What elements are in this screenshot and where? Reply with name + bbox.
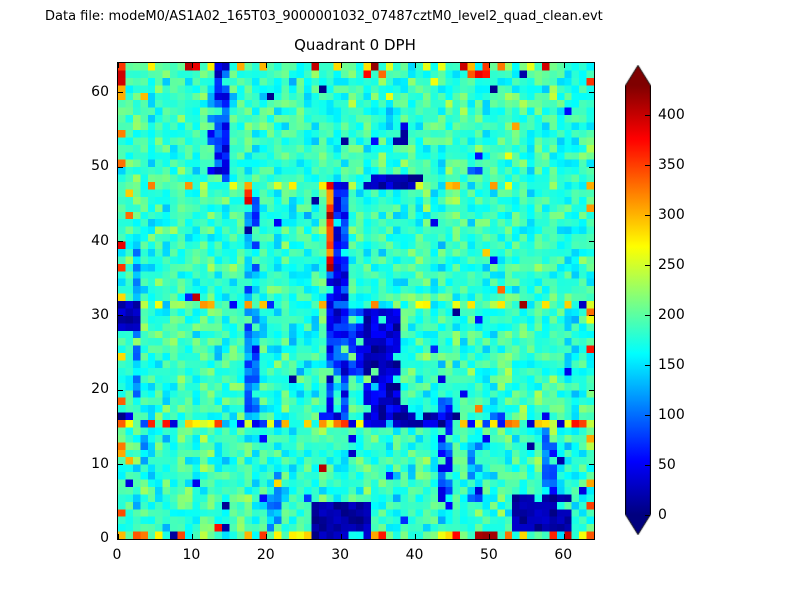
- x-tick: [489, 63, 491, 68]
- y-tick: [589, 166, 594, 168]
- y-tick-label: 10: [91, 455, 109, 472]
- colorbar-tick-label: 50: [658, 457, 676, 473]
- y-tick: [589, 538, 594, 540]
- x-tick: [563, 63, 565, 68]
- colorbar-tick: [645, 164, 650, 166]
- x-tick: [191, 534, 193, 539]
- x-tick: [191, 63, 193, 68]
- y-tick: [589, 464, 594, 466]
- y-tick-label: 30: [91, 306, 109, 323]
- x-tick: [489, 534, 491, 539]
- x-tick-label: 10: [182, 547, 201, 563]
- x-tick: [117, 63, 119, 68]
- x-tick: [117, 534, 119, 539]
- colorbar-tick: [645, 414, 650, 416]
- colorbar-tick: [645, 314, 650, 316]
- heatmap-canvas: [118, 63, 594, 539]
- colorbar-tick-label: 350: [658, 157, 685, 173]
- y-tick-label: 20: [91, 381, 109, 398]
- y-tick-label: 60: [91, 83, 109, 100]
- colorbar-tick: [645, 514, 650, 516]
- colorbar: [625, 65, 651, 535]
- y-tick: [118, 538, 123, 540]
- y-tick: [118, 241, 123, 242]
- colorbar-tick: [645, 264, 650, 266]
- x-tick: [563, 534, 565, 539]
- y-tick: [118, 464, 123, 466]
- y-tick: [589, 389, 594, 391]
- colorbar-tick-label: 400: [658, 107, 685, 123]
- colorbar-tick-label: 200: [658, 307, 685, 323]
- y-tick: [118, 389, 123, 391]
- colorbar-tick: [645, 364, 650, 366]
- y-tick-label: 40: [91, 232, 109, 249]
- colorbar-tick: [645, 214, 650, 216]
- datafile-label: Data file: modeM0/AS1A02_165T03_90000010…: [45, 9, 603, 24]
- x-tick-label: 0: [112, 547, 122, 563]
- y-tick-label: 50: [91, 158, 109, 175]
- colorbar-tick-label: 300: [658, 207, 685, 223]
- y-tick: [589, 92, 594, 94]
- y-tick-label: 0: [100, 530, 109, 546]
- x-tick: [340, 63, 342, 68]
- heatmap-plot-area: [117, 62, 595, 540]
- x-tick: [340, 534, 342, 539]
- x-tick-label: 30: [331, 547, 350, 563]
- x-tick: [415, 63, 416, 68]
- x-tick-label: 20: [256, 547, 275, 563]
- y-tick: [118, 92, 123, 94]
- colorbar-tick-label: 0: [658, 507, 667, 523]
- y-tick: [589, 241, 594, 242]
- x-tick-label: 40: [405, 547, 424, 563]
- x-tick-label: 50: [479, 547, 498, 563]
- colorbar-tick-label: 250: [658, 257, 685, 273]
- colorbar-tick-label: 150: [658, 357, 685, 373]
- y-tick: [118, 166, 123, 168]
- x-tick-label: 60: [554, 547, 573, 563]
- colorbar-tick: [645, 114, 650, 116]
- y-tick: [118, 315, 123, 317]
- chart-title: Quadrant 0 DPH: [294, 36, 416, 54]
- colorbar-tick: [645, 464, 650, 466]
- x-tick: [266, 534, 268, 539]
- x-tick: [415, 534, 416, 539]
- colorbar-tick-label: 100: [658, 407, 685, 423]
- y-tick: [589, 315, 594, 317]
- x-tick: [266, 63, 268, 68]
